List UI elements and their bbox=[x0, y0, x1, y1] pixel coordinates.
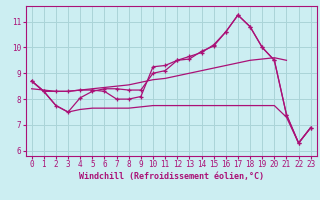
X-axis label: Windchill (Refroidissement éolien,°C): Windchill (Refroidissement éolien,°C) bbox=[79, 172, 264, 181]
